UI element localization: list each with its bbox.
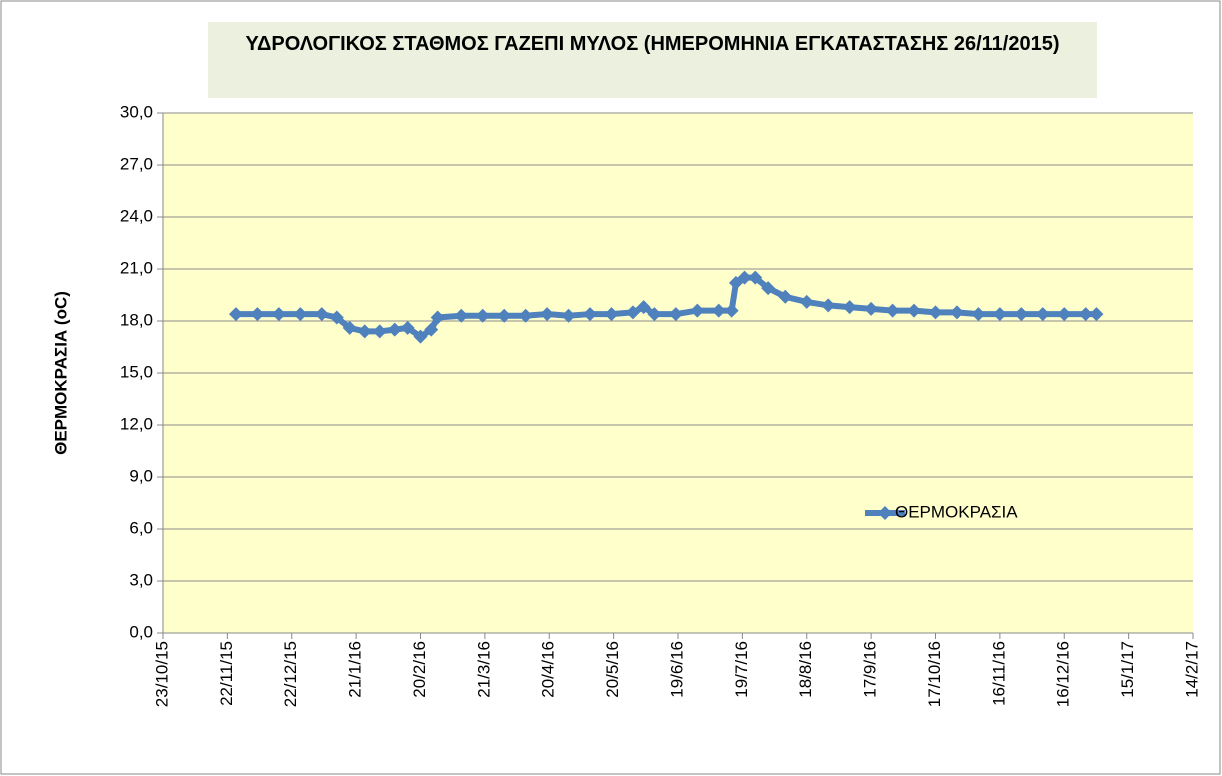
x-tick-label: 22/12/15	[281, 641, 300, 707]
data-point	[778, 289, 793, 304]
data-point	[748, 270, 763, 285]
data-point	[604, 307, 619, 322]
data-point	[690, 303, 705, 318]
data-point	[636, 300, 651, 315]
x-tick-label: 15/1/17	[1118, 641, 1137, 698]
data-point	[228, 307, 243, 322]
data-point	[992, 307, 1007, 322]
data-point	[885, 303, 900, 318]
x-tick-label: 14/2/17	[1182, 641, 1201, 698]
data-point	[342, 320, 357, 335]
y-tick-label: 9,0	[129, 466, 153, 485]
data-point	[561, 308, 576, 323]
x-tick-label: 20/5/16	[603, 641, 622, 698]
y-tick-label: 6,0	[129, 518, 153, 537]
y-tick-label: 30,0	[120, 102, 153, 121]
data-point	[475, 308, 490, 323]
data-point	[1035, 307, 1050, 322]
data-point	[737, 270, 752, 285]
data-point	[1014, 307, 1029, 322]
y-tick-label: 15,0	[120, 362, 153, 381]
data-point	[497, 308, 512, 323]
y-tick-label: 27,0	[120, 154, 153, 173]
data-point	[293, 307, 308, 322]
data-point	[518, 308, 533, 323]
chart-title: ΥΔΡΟΛΟΓΙΚΟΣ ΣΤΑΘΜΟΣ ΓΑΖΕΠΙ ΜΥΛΟΣ (ΗΜΕΡΟΜ…	[208, 22, 1097, 98]
legend-label: ΘΕΡΜΟΚΡΑΣΙΑ	[895, 502, 1018, 521]
data-point	[864, 301, 879, 316]
data-point	[1057, 307, 1072, 322]
x-tick-label: 22/11/15	[217, 641, 236, 706]
data-point	[583, 307, 598, 322]
data-point	[314, 307, 329, 322]
data-point	[271, 307, 286, 322]
data-point	[1078, 307, 1093, 322]
data-point	[1089, 307, 1104, 322]
data-point	[424, 322, 439, 337]
x-tick-label: 16/11/16	[989, 641, 1008, 706]
data-point	[540, 307, 555, 322]
data-point	[357, 324, 372, 339]
y-tick-label: 21,0	[120, 258, 153, 277]
data-point	[971, 307, 986, 322]
x-tick-label: 17/10/16	[925, 641, 944, 707]
y-tick-label: 18,0	[120, 310, 153, 329]
x-tick-label: 23/10/15	[152, 641, 171, 707]
y-tick-label: 3,0	[129, 570, 153, 589]
data-point	[250, 307, 265, 322]
data-point	[372, 324, 387, 339]
x-tick-label: 18/8/16	[796, 641, 815, 698]
data-point	[647, 307, 662, 322]
data-point	[329, 310, 344, 325]
data-point	[454, 308, 469, 323]
x-tick-label: 20/4/16	[539, 641, 558, 698]
y-tick-label: 24,0	[120, 206, 153, 225]
x-tick-label: 16/12/16	[1054, 641, 1073, 707]
y-tick-label: 0,0	[129, 622, 153, 641]
x-tick-label: 21/1/16	[346, 641, 365, 698]
data-point	[928, 305, 943, 320]
y-tick-label: 12,0	[120, 414, 153, 433]
x-tick-label: 19/6/16	[667, 641, 686, 698]
data-point	[387, 322, 402, 337]
data-point	[668, 307, 683, 322]
legend-marker	[878, 506, 892, 520]
data-point	[799, 294, 814, 309]
data-point	[413, 329, 428, 344]
x-tick-label: 19/7/16	[732, 641, 751, 698]
data-point	[724, 303, 739, 318]
data-point	[625, 305, 640, 320]
x-tick-label: 17/9/16	[861, 641, 880, 698]
data-point	[430, 310, 445, 325]
data-point	[842, 300, 857, 315]
data-point	[711, 303, 726, 318]
data-point	[907, 303, 922, 318]
y-axis-label: ΘΕΡΜΟΚΡΑΣΙΑ (oC)	[51, 291, 70, 455]
data-point	[821, 298, 836, 313]
data-point	[761, 281, 776, 296]
x-tick-label: 21/3/16	[474, 641, 493, 698]
data-point	[949, 305, 964, 320]
x-tick-label: 20/2/16	[410, 641, 429, 698]
data-point	[400, 320, 415, 335]
